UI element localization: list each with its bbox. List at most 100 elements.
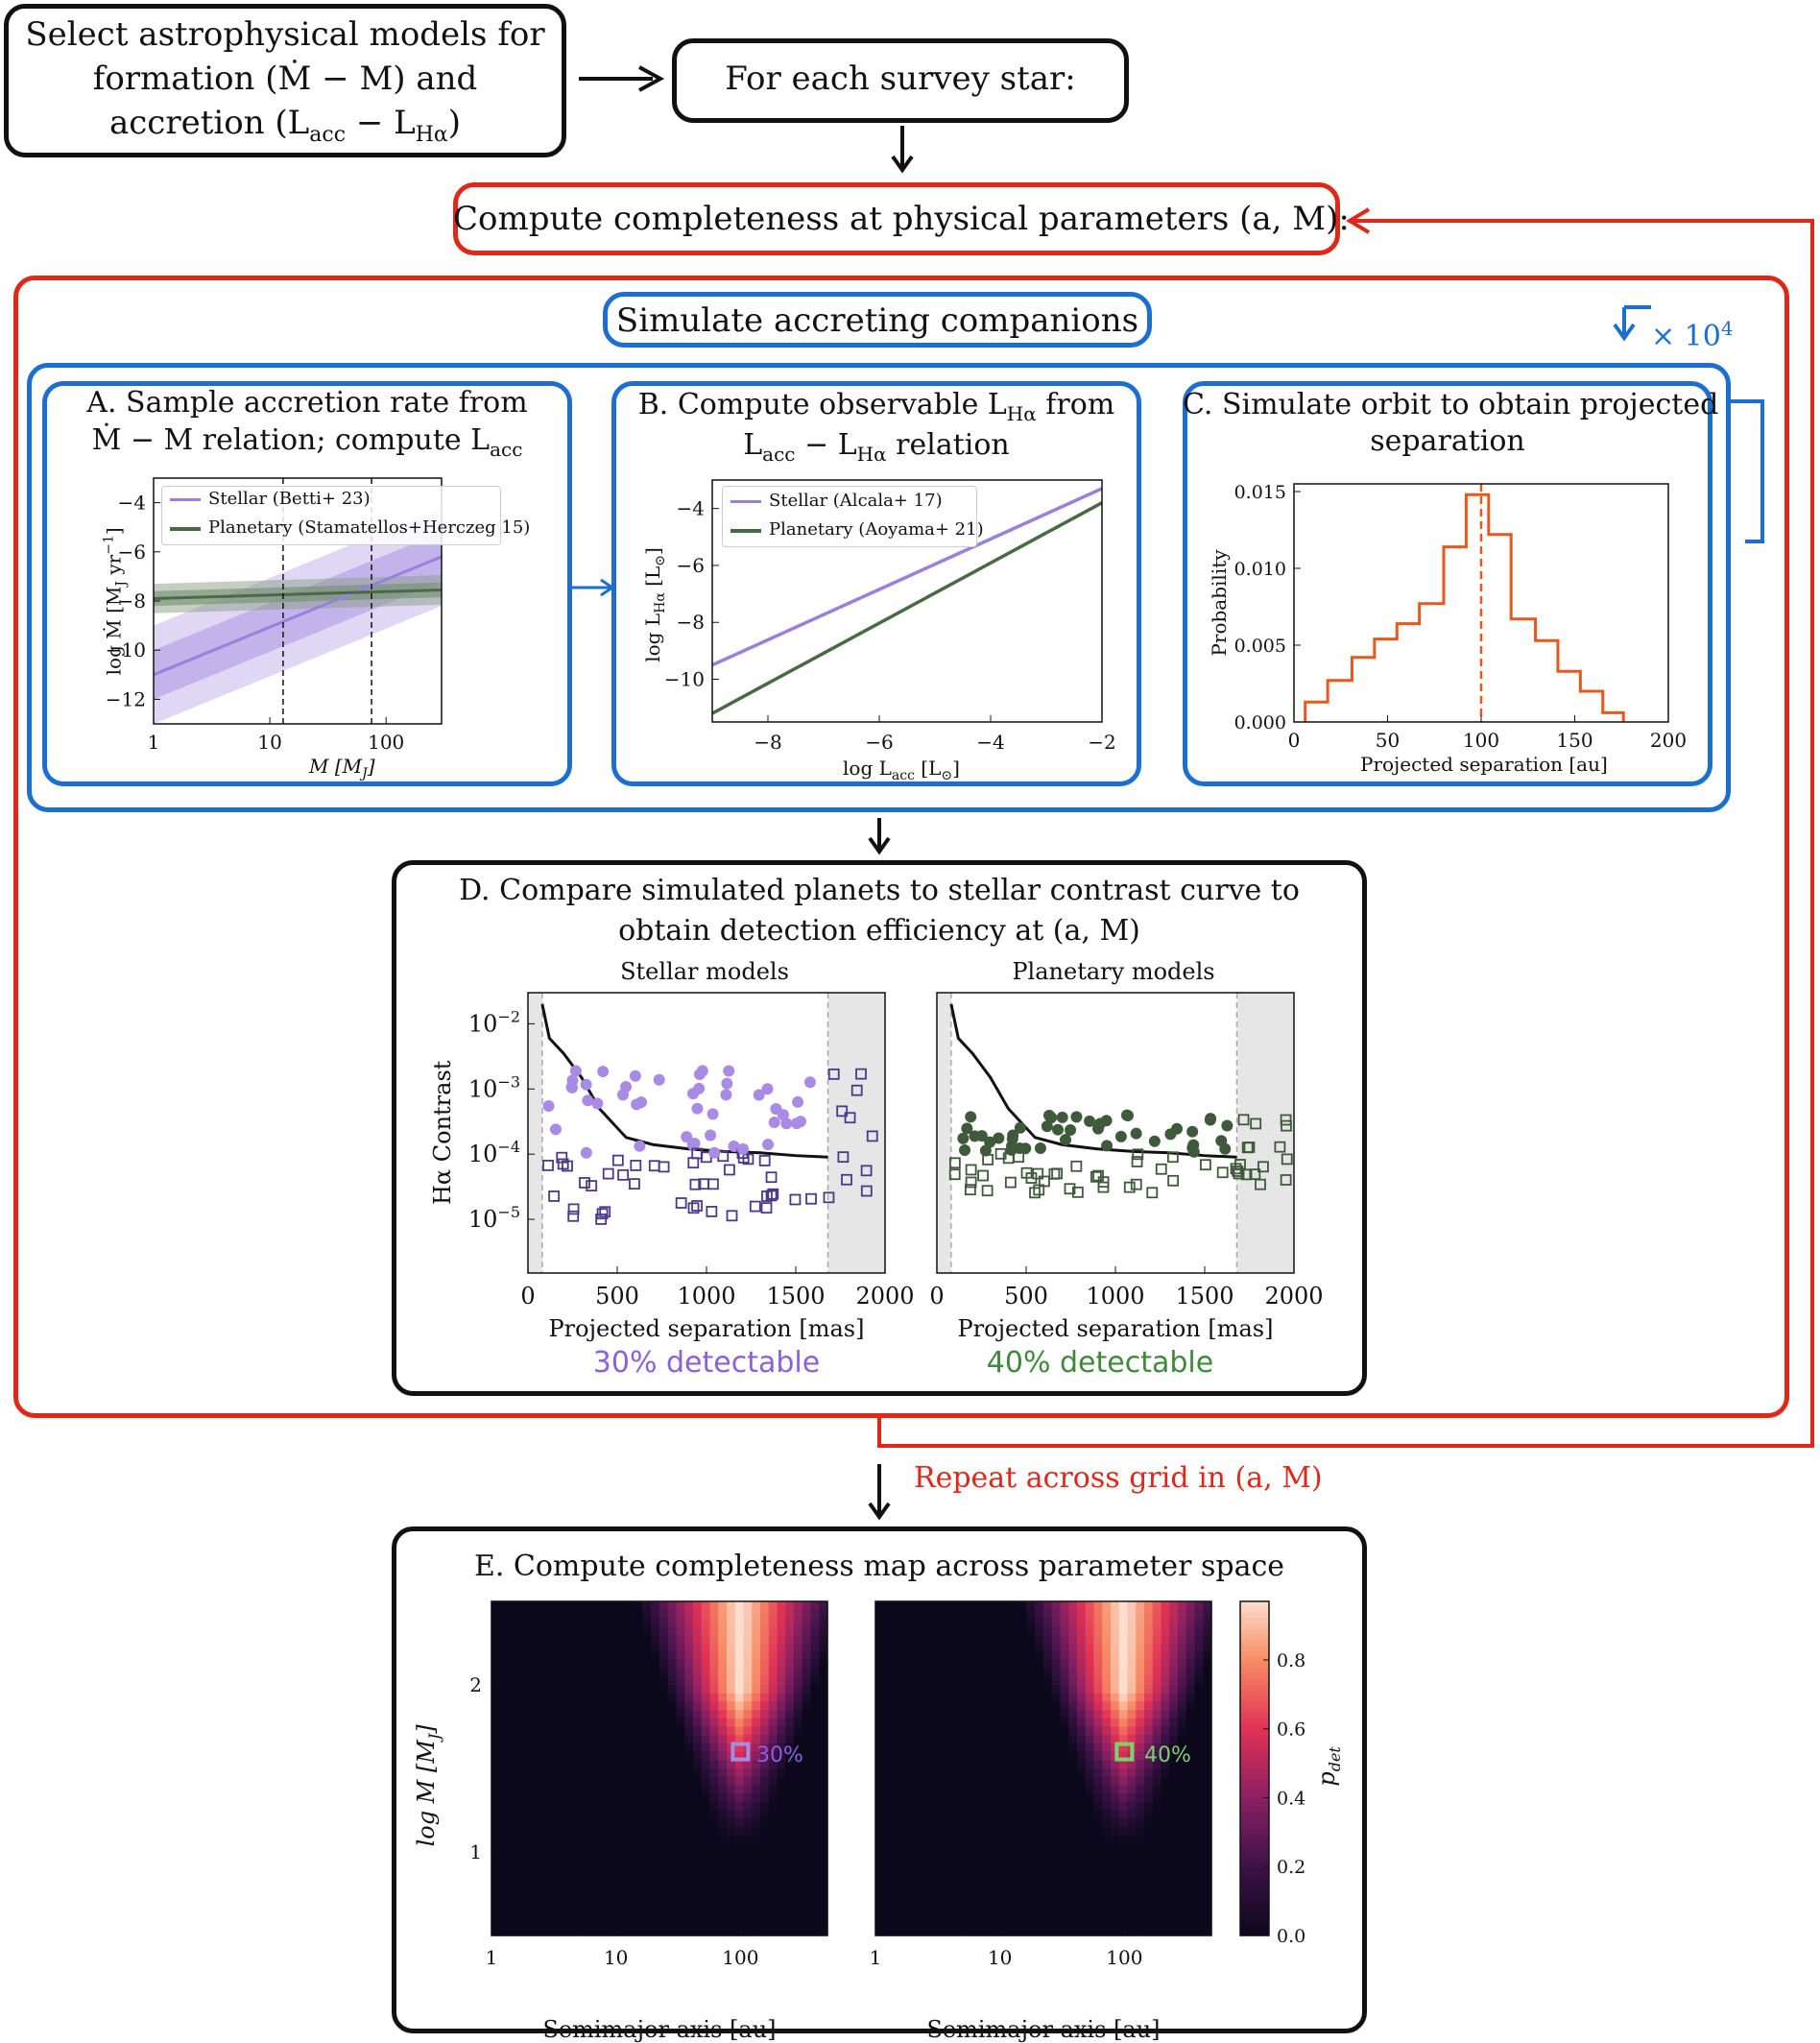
heatmap-cell: [993, 1902, 1002, 1911]
heatmap-cell: [642, 1735, 652, 1744]
heatmap-cell: [693, 1651, 703, 1661]
heatmap-cell: [1185, 1868, 1196, 1878]
colorbar-cell: [1240, 1902, 1269, 1909]
heatmap-cell: [667, 1818, 678, 1828]
heatmap-cell: [499, 1643, 510, 1652]
undetected-point: [1048, 1167, 1061, 1180]
heatmap-cell: [892, 1618, 901, 1627]
heatmap-cell: [609, 1751, 618, 1761]
colorbar-cell: [1240, 1657, 1269, 1664]
heatmap-cell: [810, 1601, 820, 1611]
heatmap-cell: [743, 1776, 753, 1786]
heatmap-cell: [684, 1910, 694, 1920]
heatmap-cell: [617, 1668, 627, 1677]
heatmap-cell: [1018, 1601, 1028, 1611]
heatmap-cell: [785, 1743, 795, 1753]
heatmap-cell: [1118, 1659, 1129, 1670]
heatmap-cell: [1060, 1668, 1069, 1677]
heatmap-cell: [718, 1634, 728, 1645]
heatmap-cell: [1144, 1893, 1154, 1903]
heatmap-cell: [642, 1710, 652, 1719]
heatmap-cell: [984, 1626, 994, 1636]
heatmap-cell: [968, 1902, 977, 1911]
heatmap-cell: [727, 1843, 736, 1853]
heatmap-cell: [693, 1668, 703, 1677]
heatmap-cell: [925, 1801, 935, 1812]
heatmap-cell: [875, 1643, 885, 1652]
heatmap-cell: [676, 1701, 685, 1711]
heatmap-cell: [892, 1818, 901, 1828]
heatmap-cell: [925, 1618, 935, 1627]
heatmap-cell: [1118, 1910, 1129, 1920]
heatmap-cell: [659, 1810, 669, 1819]
heatmap-cell: [727, 1735, 736, 1744]
heatmap-cell: [892, 1785, 901, 1794]
heatmap-cell: [709, 1634, 719, 1645]
heatmap-cell: [575, 1893, 585, 1903]
heatmap-cell: [1060, 1718, 1069, 1728]
heatmap-cell: [1018, 1659, 1028, 1670]
heatmap-cell: [1152, 1685, 1162, 1694]
per-point-loop-box: [13, 276, 1789, 1418]
heatmap-cell: [609, 1710, 618, 1719]
heatmap-cell: [499, 1735, 510, 1744]
heatmap-cell: [976, 1818, 986, 1828]
heatmap-cell: [984, 1601, 994, 1611]
heatmap-cell: [516, 1776, 526, 1786]
heatmap-cell: [968, 1618, 977, 1627]
heatmap-cell: [659, 1927, 669, 1936]
heatmap-cell: [659, 1902, 669, 1911]
heatmap-cell: [1001, 1793, 1011, 1803]
heatmap-cell: [499, 1843, 510, 1853]
heatmap-cell: [810, 1785, 820, 1794]
heatmap-cell: [667, 1885, 678, 1895]
heatmap-cell: [743, 1893, 753, 1903]
heatmap-cell: [499, 1910, 510, 1920]
heatmap-cell: [550, 1609, 560, 1619]
heatmap-cell: [925, 1885, 935, 1895]
heatmap-cell: [491, 1818, 501, 1828]
heatmap-cell: [1169, 1768, 1179, 1778]
heatmap-cell: [892, 1877, 901, 1887]
undetected-point: [726, 1210, 738, 1222]
heatmap-cell: [684, 1726, 694, 1736]
heatmap-cell: [566, 1626, 577, 1636]
heatmap-cell: [883, 1676, 894, 1686]
heatmap-cell: [777, 1785, 786, 1794]
heatmap-cell: [1026, 1710, 1036, 1719]
heatmap-cell: [584, 1893, 593, 1903]
heatmap-cell: [1203, 1751, 1212, 1761]
heatmap-cell: [1077, 1710, 1087, 1719]
heatmap-cell: [550, 1693, 560, 1702]
heatmap-cell: [667, 1768, 678, 1778]
heatmap-cell: [1185, 1710, 1196, 1719]
colorbar-cell: [1240, 1818, 1269, 1825]
detected-point: [723, 1065, 735, 1077]
heatmap-cell: [592, 1826, 602, 1837]
heatmap-cell: [1169, 1835, 1179, 1844]
heatmap-cell: [1010, 1818, 1019, 1828]
heatmap-cell: [760, 1743, 770, 1753]
heatmap-cell: [810, 1676, 820, 1686]
heatmap-cell: [1169, 1701, 1179, 1711]
heatmap-cell: [1035, 1826, 1044, 1837]
colorbar-cell: [1240, 1629, 1269, 1636]
heatmap-cell: [917, 1710, 927, 1719]
heatmap-cell: [810, 1818, 820, 1828]
x-tick-label: 1: [486, 1946, 498, 1969]
heatmap-cell: [1111, 1768, 1120, 1778]
heatmap-cell: [1127, 1701, 1137, 1711]
heatmap-cell: [976, 1685, 986, 1694]
heatmap-cell: [491, 1760, 501, 1769]
heatmap-cell: [525, 1910, 535, 1920]
heatmap-cell: [541, 1718, 551, 1728]
heatmap-cell: [609, 1659, 618, 1670]
heatmap-cell: [659, 1801, 669, 1812]
heatmap-cell: [709, 1659, 719, 1670]
heatmap-cell: [541, 1893, 551, 1903]
heatmap-cell: [752, 1835, 761, 1844]
heatmap-cell: [727, 1868, 736, 1878]
heatmap-cell: [968, 1634, 977, 1645]
heatmap-cell: [777, 1893, 786, 1903]
heatmap-cell: [1194, 1843, 1204, 1853]
